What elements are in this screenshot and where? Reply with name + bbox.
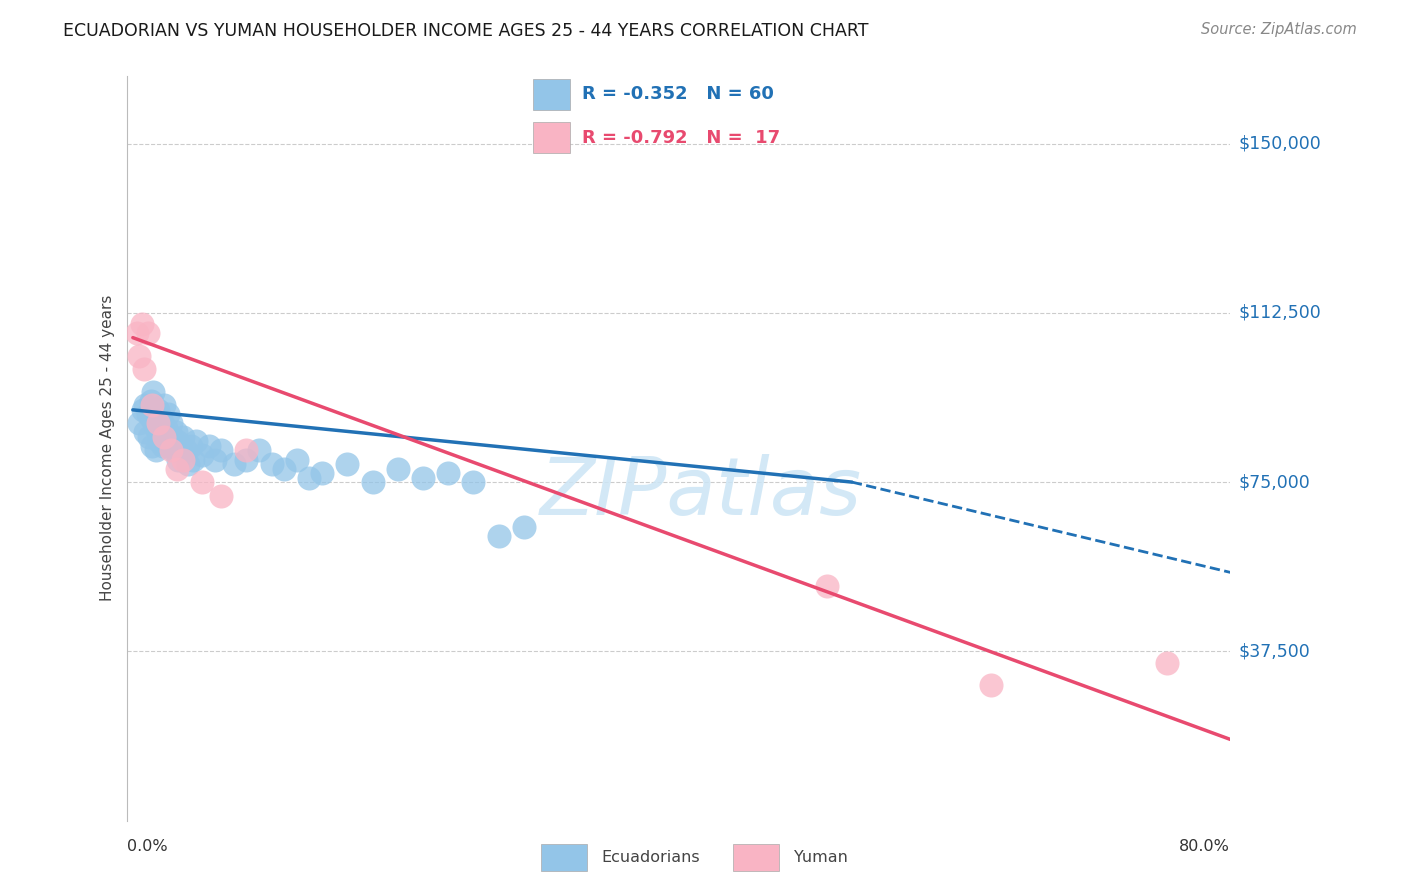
Point [141, 412, 163, 426]
Point [139, 393, 162, 408]
Point [172, 430, 194, 444]
Point [191, 475, 214, 489]
Point [125, 326, 148, 340]
Text: Ecuadorians: Ecuadorians [602, 850, 700, 864]
Text: $37,500: $37,500 [1239, 642, 1310, 660]
Point [128, 417, 150, 431]
Point [146, 408, 169, 422]
Point [162, 443, 184, 458]
Point [183, 452, 205, 467]
Text: R = -0.792   N =  17: R = -0.792 N = 17 [582, 128, 780, 146]
Bar [533, 78, 569, 110]
Point [463, 475, 485, 489]
Point [157, 408, 180, 422]
Point [159, 417, 181, 431]
Text: ECUADORIAN VS YUMAN HOUSEHOLDER INCOME AGES 25 - 44 YEARS CORRELATION CHART: ECUADORIAN VS YUMAN HOUSEHOLDER INCOME A… [63, 22, 869, 40]
Point [145, 421, 167, 435]
Text: ZIPatlas: ZIPatlas [540, 454, 862, 532]
Point [146, 417, 169, 431]
Point [1156, 656, 1178, 670]
Point [177, 457, 200, 471]
Bar [533, 122, 569, 153]
Point [153, 430, 176, 444]
Point [235, 452, 257, 467]
Text: R = -0.352   N = 60: R = -0.352 N = 60 [582, 86, 773, 103]
Point [128, 349, 150, 363]
Point [167, 452, 190, 467]
Text: $75,000: $75,000 [1239, 473, 1310, 491]
Point [153, 425, 176, 440]
Bar [734, 844, 779, 871]
Point [222, 457, 245, 471]
Point [150, 417, 173, 431]
Point [141, 439, 163, 453]
Point [172, 452, 194, 467]
Point [155, 421, 177, 435]
Point [149, 412, 172, 426]
Point [136, 408, 159, 422]
Bar [541, 844, 586, 871]
Point [170, 439, 193, 453]
Point [136, 326, 159, 340]
Point [159, 443, 181, 458]
Point [166, 461, 188, 475]
Point [153, 398, 176, 412]
Point [387, 461, 409, 475]
Point [298, 470, 321, 484]
Point [235, 443, 257, 458]
Point [209, 489, 232, 503]
Point [159, 439, 181, 453]
Point [142, 384, 165, 399]
Point [513, 520, 536, 534]
Text: 0.0%: 0.0% [127, 839, 167, 855]
Point [143, 417, 166, 431]
Point [311, 466, 333, 480]
Y-axis label: Householder Income Ages 25 - 44 years: Householder Income Ages 25 - 44 years [100, 295, 115, 601]
Point [134, 425, 156, 440]
Point [361, 475, 384, 489]
Point [156, 434, 179, 449]
Point [148, 434, 170, 449]
Point [131, 317, 153, 331]
Text: 80.0%: 80.0% [1180, 839, 1230, 855]
Point [166, 434, 188, 449]
Point [980, 678, 1002, 692]
Point [191, 448, 214, 462]
Point [146, 425, 169, 440]
Point [146, 402, 169, 417]
Point [145, 443, 167, 458]
Point [160, 430, 183, 444]
Point [247, 443, 270, 458]
Point [134, 398, 156, 412]
Point [174, 443, 197, 458]
Point [184, 434, 207, 449]
Point [437, 466, 460, 480]
Text: $112,500: $112,500 [1239, 304, 1322, 322]
Point [152, 439, 174, 453]
Point [488, 529, 510, 543]
Point [134, 362, 156, 376]
Point [204, 452, 226, 467]
Point [260, 457, 283, 471]
Point [138, 430, 160, 444]
Point [149, 430, 172, 444]
Point [141, 398, 163, 412]
Text: Yuman: Yuman [794, 850, 848, 864]
Point [412, 470, 434, 484]
Point [132, 402, 155, 417]
Point [209, 443, 232, 458]
Point [336, 457, 359, 471]
Point [180, 439, 202, 453]
Point [197, 439, 219, 453]
Point [285, 452, 308, 467]
Point [165, 425, 187, 440]
Point [815, 579, 838, 593]
Text: $150,000: $150,000 [1239, 135, 1322, 153]
Point [273, 461, 295, 475]
Text: Source: ZipAtlas.com: Source: ZipAtlas.com [1201, 22, 1357, 37]
